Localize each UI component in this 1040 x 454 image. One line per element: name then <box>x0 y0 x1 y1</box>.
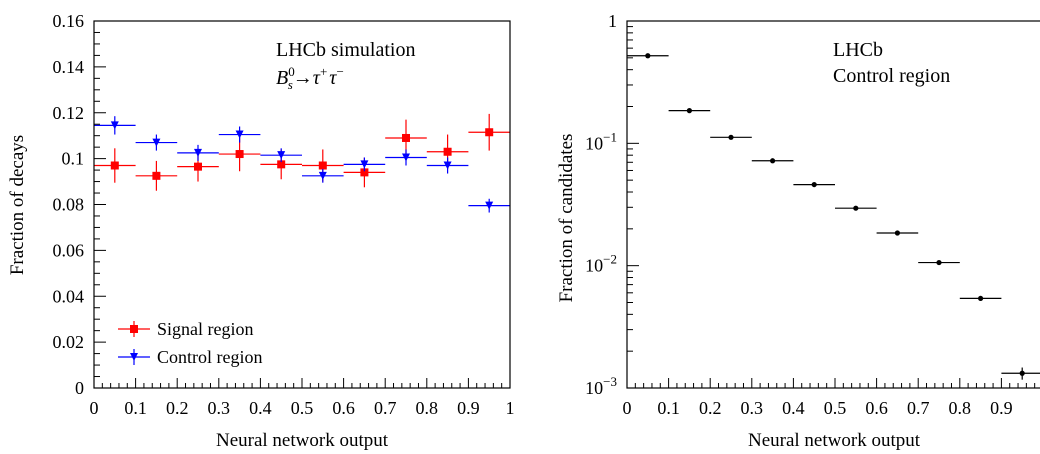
right-annotation-line2: Control region <box>833 65 950 87</box>
right-axis-ticks: 0 0.1 0.2 0.3 0.4 0.5 0.6 0.7 0.8 0.9 1 1 10−1 10−2 10… <box>585 11 1040 418</box>
legend-entry-control: Control region <box>118 347 263 367</box>
left-y-tick-label: 0.02 <box>53 332 85 352</box>
left-x-axis-title: Neural network output <box>216 430 389 451</box>
left-x-tick-label: 0.1 <box>124 398 147 418</box>
left-y-tick-label: 0.06 <box>53 240 85 260</box>
data-point <box>360 168 369 177</box>
left-y-tick-label: 0.12 <box>53 103 85 123</box>
legend-entry-signal: Signal region <box>118 319 254 339</box>
data-point <box>110 161 119 170</box>
data-point <box>277 160 286 169</box>
data-point <box>770 158 776 164</box>
data-point <box>728 134 734 140</box>
left-annotation-decay: B0 s→τ+ τ− <box>276 64 344 92</box>
data-point <box>485 128 494 137</box>
right-x-tick-label: 0.4 <box>782 398 805 418</box>
right-y-axis-title: Fraction of candidates <box>556 134 577 303</box>
data-point <box>936 259 942 266</box>
data-point <box>402 133 410 142</box>
data-point <box>811 181 817 188</box>
decay-tau2: τ <box>329 67 337 89</box>
legend-control-marker <box>130 353 138 361</box>
left-x-tick-label: 0.7 <box>374 398 397 418</box>
data-point <box>277 151 286 160</box>
left-y-tick-label: 0.14 <box>53 57 85 77</box>
right-x-tick-label: 0.3 <box>741 398 764 418</box>
data-point <box>152 171 161 180</box>
right-x-tick-label: 0 <box>623 398 632 418</box>
right-annotation-line1: LHCb <box>833 39 883 61</box>
left-legend: Signal region Control region <box>118 319 263 367</box>
left-x-tick-label: 0.2 <box>166 398 189 418</box>
legend-signal-label: Signal region <box>157 319 254 339</box>
decay-tau1-sup: + <box>320 64 327 79</box>
data-point <box>235 130 244 139</box>
right-x-tick-label: 0.9 <box>990 398 1013 418</box>
left-x-tick-label: 0.5 <box>291 398 314 418</box>
left-chart: 0 0.1 0.2 0.3 0.4 0.5 0.6 0.7 0.8 0.9 1 0 0.02 0.04 0.… <box>7 11 515 451</box>
left-x-tick-label: 0.6 <box>332 398 355 418</box>
right-y-tick-label: 10−1 <box>585 129 617 153</box>
right-x-tick-label: 0.8 <box>949 398 972 418</box>
left-x-tick-label: 0.9 <box>457 398 480 418</box>
data-point <box>152 138 161 147</box>
legend-signal-marker <box>130 325 138 333</box>
data-point <box>402 153 410 162</box>
data-point <box>686 108 693 114</box>
decay-b-superscript: 0 <box>288 64 295 79</box>
data-point <box>110 121 119 130</box>
left-annotation-line1: LHCb simulation <box>276 39 415 61</box>
left-x-tick-label: 1 <box>506 398 515 418</box>
right-x-tick-label: 0.5 <box>824 398 847 418</box>
signal-region-series <box>94 113 510 191</box>
left-x-tick-label: 0.4 <box>249 398 272 418</box>
right-x-tick-label: 1 <box>1039 398 1040 418</box>
left-x-tick-label: 0.8 <box>416 398 439 418</box>
left-axis-ticks: 0 0.1 0.2 0.3 0.4 0.5 0.6 0.7 0.8 0.9 1 0 0.02 0.04 0.… <box>53 11 515 418</box>
data-point <box>194 148 202 157</box>
legend-control-label: Control region <box>157 347 263 367</box>
left-y-tick-label: 0.04 <box>53 286 85 306</box>
data-point <box>1019 370 1025 376</box>
control-region-candidates-series <box>627 53 1040 380</box>
left-y-tick-label: 0.1 <box>62 149 85 169</box>
data-point <box>443 147 452 156</box>
decay-arrow: → <box>293 67 313 89</box>
data-point <box>645 53 651 59</box>
right-chart-marks <box>627 53 1040 380</box>
right-x-tick-label: 0.6 <box>865 398 888 418</box>
right-x-tick-label: 0.2 <box>699 398 722 418</box>
left-x-tick-label: 0.3 <box>208 398 231 418</box>
right-y-tick-label: 1 <box>608 11 617 31</box>
data-point <box>978 295 984 302</box>
left-y-axis-title: Fraction of decays <box>7 135 28 275</box>
data-point <box>853 205 859 211</box>
data-point <box>485 201 494 210</box>
decay-tau2-sup: − <box>336 64 343 79</box>
right-chart: 0 0.1 0.2 0.3 0.4 0.5 0.6 0.7 0.8 0.9 1 1 10−1 10−2 10… <box>556 11 1040 451</box>
left-x-tick-label: 0 <box>90 398 99 418</box>
data-point <box>443 161 452 170</box>
decay-b-subscript: s <box>288 77 293 92</box>
right-x-axis-title: Neural network output <box>748 430 921 451</box>
data-point <box>235 150 244 159</box>
control-region-series <box>94 116 510 213</box>
decay-tau1: τ <box>313 67 321 89</box>
data-point <box>318 171 327 180</box>
right-x-tick-label: 0.7 <box>907 398 930 418</box>
right-x-tick-label: 0.1 <box>657 398 680 418</box>
data-point <box>194 162 202 171</box>
left-y-tick-label: 0.16 <box>53 11 85 31</box>
data-point <box>894 230 901 236</box>
left-y-tick-label: 0 <box>75 378 84 398</box>
data-point <box>318 161 327 170</box>
right-y-tick-label: 10−3 <box>585 374 617 398</box>
left-y-tick-label: 0.08 <box>53 195 85 215</box>
decay-b-symbol: B <box>276 67 288 89</box>
left-chart-marks <box>94 113 510 213</box>
data-point <box>360 160 369 169</box>
right-y-tick-label: 10−2 <box>585 252 617 276</box>
